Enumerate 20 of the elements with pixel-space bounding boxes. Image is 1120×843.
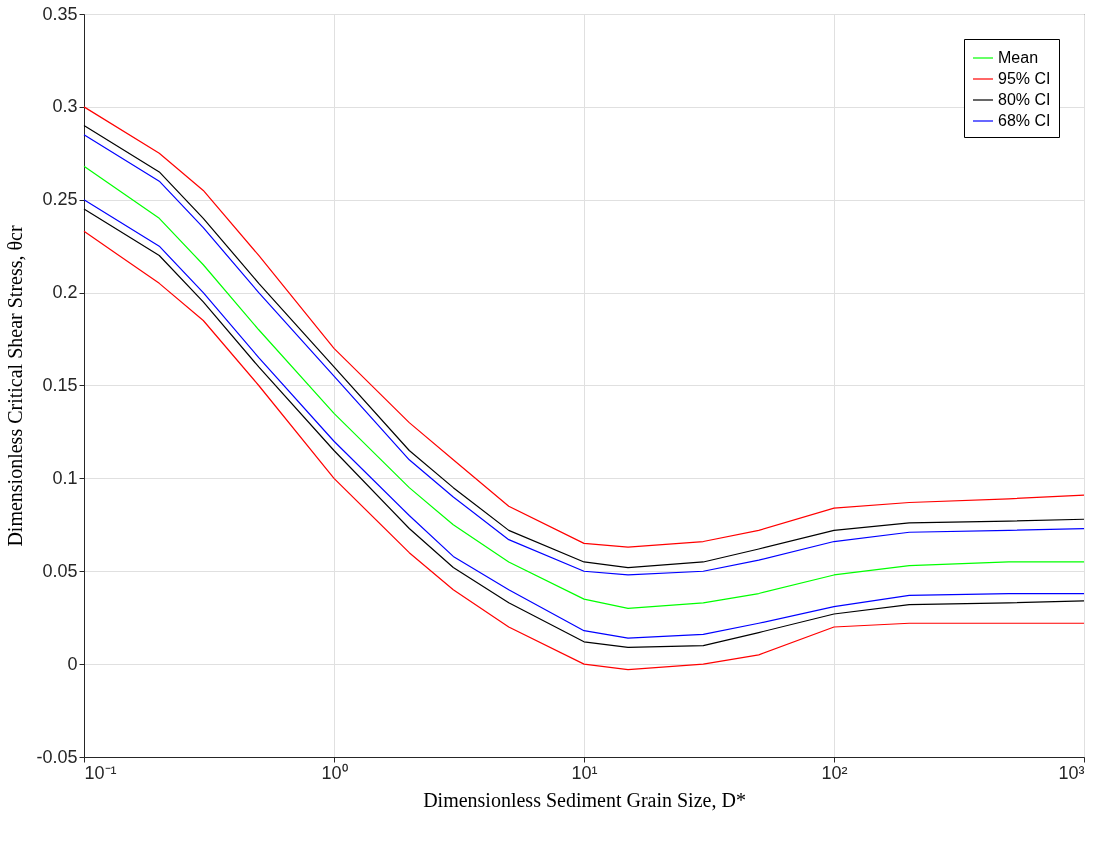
y-tick-label: 0.35	[42, 3, 78, 24]
y-tick-label: -0.05	[36, 746, 78, 767]
x-axis-title: Dimensionless Sediment Grain Size, D*	[423, 788, 746, 811]
x-tick-label: 10²	[821, 762, 848, 783]
y-tick-label: 0.25	[42, 189, 78, 210]
x-tick-label: 10¹	[571, 762, 598, 783]
legend-label: 95% CI	[998, 70, 1051, 87]
x-tick-label: 10³	[1058, 762, 1085, 783]
y-tick-label: 0.15	[42, 375, 78, 395]
legend-label: 68% CI	[998, 112, 1051, 129]
x-tick-label: 10⁰	[321, 762, 348, 783]
legend-label: 80% CI	[998, 91, 1051, 108]
y-tick-label: 0.05	[42, 560, 78, 581]
y-tick-label: 0.3	[52, 96, 78, 117]
y-axis-title: Dimensionless Critical Shear Stress, θcr	[4, 225, 27, 547]
y-tick-label: 0	[67, 653, 78, 674]
legend-label: Mean	[998, 49, 1039, 66]
y-tick-label: 0.1	[52, 467, 78, 488]
x-tick-label: 10⁻¹	[84, 762, 117, 783]
y-tick-label: 0.2	[52, 282, 78, 303]
